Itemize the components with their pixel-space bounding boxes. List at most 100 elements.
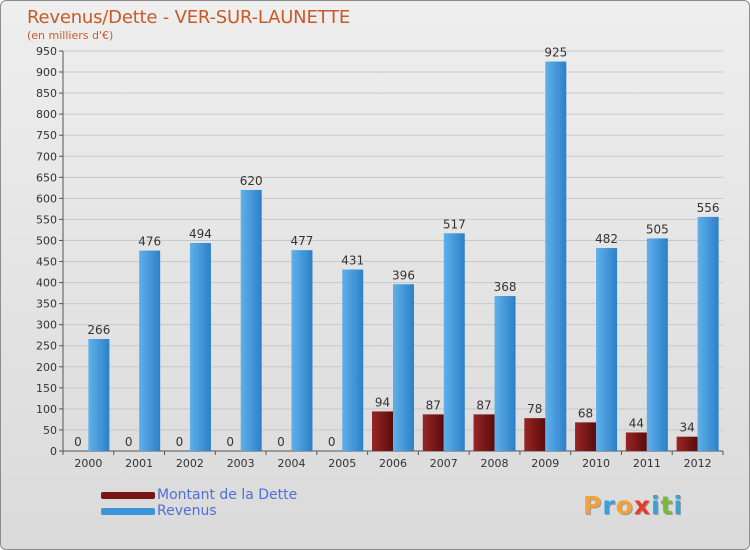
legend-swatch-dette — [101, 491, 155, 499]
data-label-dette-2001: 0 — [125, 435, 133, 449]
bar-revenus-2012 — [697, 216, 719, 451]
ytick-label-700: 700 — [36, 150, 57, 163]
xtick-label-2006: 2006 — [379, 457, 407, 470]
data-label-revenus-2011: 505 — [646, 222, 669, 236]
ytick-label-150: 150 — [36, 382, 57, 395]
bar-revenus-2008 — [494, 296, 516, 451]
legend-item-dette: Montant de la Dette — [101, 487, 297, 503]
bar-dette-2009 — [524, 418, 546, 451]
data-label-dette-2008: 87 — [476, 398, 491, 412]
data-label-dette-2006: 94 — [375, 395, 390, 409]
bar-revenus-2003 — [240, 189, 262, 451]
data-label-dette-2003: 0 — [226, 435, 234, 449]
bar-dette-2007 — [422, 414, 444, 451]
logo-letter: x — [633, 491, 651, 520]
ytick-label-800: 800 — [36, 108, 57, 121]
xtick-label-2000: 2000 — [74, 457, 102, 470]
logo-letter: t — [660, 491, 674, 520]
bar-revenus-2010 — [596, 248, 618, 451]
data-label-dette-2011: 44 — [629, 416, 644, 430]
bar-revenus-2002 — [189, 243, 211, 451]
ytick-label-100: 100 — [36, 403, 57, 416]
ytick-label-50: 50 — [43, 424, 57, 437]
bar-revenus-2011 — [646, 238, 668, 451]
data-label-revenus-2004: 477 — [291, 234, 314, 248]
xtick-label-2012: 2012 — [684, 457, 712, 470]
data-label-revenus-2009: 925 — [544, 46, 567, 60]
chart-title: Revenus/Dette - VER-SUR-LAUNETTE — [27, 7, 351, 28]
data-label-dette-2000: 0 — [74, 435, 82, 449]
data-label-dette-2009: 78 — [527, 402, 542, 416]
bar-revenus-2006 — [393, 284, 414, 451]
data-label-revenus-2008: 368 — [494, 280, 517, 294]
bar-revenus-2004 — [291, 250, 313, 451]
data-label-revenus-2000: 266 — [87, 323, 110, 337]
xtick-label-2009: 2009 — [531, 457, 559, 470]
data-label-revenus-2012: 556 — [697, 201, 720, 215]
data-label-dette-2002: 0 — [176, 435, 184, 449]
bar-revenus-2001 — [139, 250, 161, 451]
data-label-dette-2004: 0 — [277, 435, 285, 449]
data-label-revenus-2002: 494 — [189, 227, 212, 241]
data-label-revenus-2006: 396 — [392, 268, 415, 282]
logo-letter: o — [615, 491, 634, 520]
bar-revenus-2009 — [545, 61, 567, 452]
bar-revenus-2005 — [342, 269, 364, 451]
xtick-label-2007: 2007 — [430, 457, 458, 470]
xtick-label-2002: 2002 — [176, 457, 204, 470]
xtick-label-2005: 2005 — [328, 457, 356, 470]
data-label-revenus-2010: 482 — [595, 232, 618, 246]
xtick-label-2011: 2011 — [633, 457, 661, 470]
ytick-label-950: 950 — [36, 45, 57, 58]
logo-letter: i — [651, 491, 661, 520]
xtick-label-2008: 2008 — [481, 457, 509, 470]
ytick-label-200: 200 — [36, 361, 57, 374]
logo-letter: r — [602, 491, 616, 520]
xtick-label-2003: 2003 — [227, 457, 255, 470]
bars-layer — [67, 61, 719, 452]
data-label-dette-2005: 0 — [328, 435, 336, 449]
data-label-dette-2012: 34 — [679, 421, 694, 435]
ytick-label-750: 750 — [36, 129, 57, 142]
ytick-label-600: 600 — [36, 192, 57, 205]
bar-dette-2006 — [372, 411, 393, 451]
xtick-label-2004: 2004 — [277, 457, 305, 470]
data-label-revenus-2001: 476 — [138, 235, 161, 249]
labels-layer: 0 266 0 476 0 494 0 620 0 477 0 431 94 396 87 517 87 368 7… — [74, 46, 720, 449]
legend-swatch-revenus — [101, 507, 155, 515]
xtick-label-2001: 2001 — [125, 457, 153, 470]
bar-dette-2008 — [473, 414, 495, 451]
legend-label-revenus: Revenus — [157, 503, 217, 519]
bar-dette-2012 — [676, 436, 698, 451]
ytick-label-900: 900 — [36, 66, 57, 79]
data-label-dette-2007: 87 — [426, 398, 441, 412]
bar-revenus-2000 — [88, 339, 110, 451]
legend-item-revenus: Revenus — [101, 503, 297, 519]
ytick-label-650: 650 — [36, 171, 57, 184]
bar-dette-2010 — [575, 422, 597, 451]
data-label-revenus-2003: 620 — [240, 174, 263, 188]
ytick-label-0: 0 — [50, 445, 57, 458]
ytick-label-250: 250 — [36, 340, 57, 353]
bar-revenus-2007 — [443, 233, 465, 451]
legend-label-dette: Montant de la Dette — [157, 487, 298, 503]
xtick-label-2010: 2010 — [582, 457, 610, 470]
bar-dette-2011 — [625, 432, 647, 451]
ytick-label-850: 850 — [36, 87, 57, 100]
ytick-label-550: 550 — [36, 213, 57, 226]
data-label-dette-2010: 68 — [578, 406, 593, 420]
ytick-label-450: 450 — [36, 256, 57, 269]
proxiti-logo: Proxiti — [583, 491, 683, 520]
legend: Montant de la Dette Revenus — [101, 487, 297, 519]
data-label-revenus-2007: 517 — [443, 217, 466, 231]
ytick-label-500: 500 — [36, 234, 57, 247]
logo-letter: i — [673, 491, 684, 520]
ytick-label-400: 400 — [36, 277, 57, 290]
ytick-label-300: 300 — [36, 319, 57, 332]
chart-subtitle: (en milliers d'€) — [27, 29, 114, 42]
data-label-revenus-2005: 431 — [341, 254, 364, 268]
ytick-label-350: 350 — [36, 298, 57, 311]
logo-letter: P — [583, 491, 603, 520]
